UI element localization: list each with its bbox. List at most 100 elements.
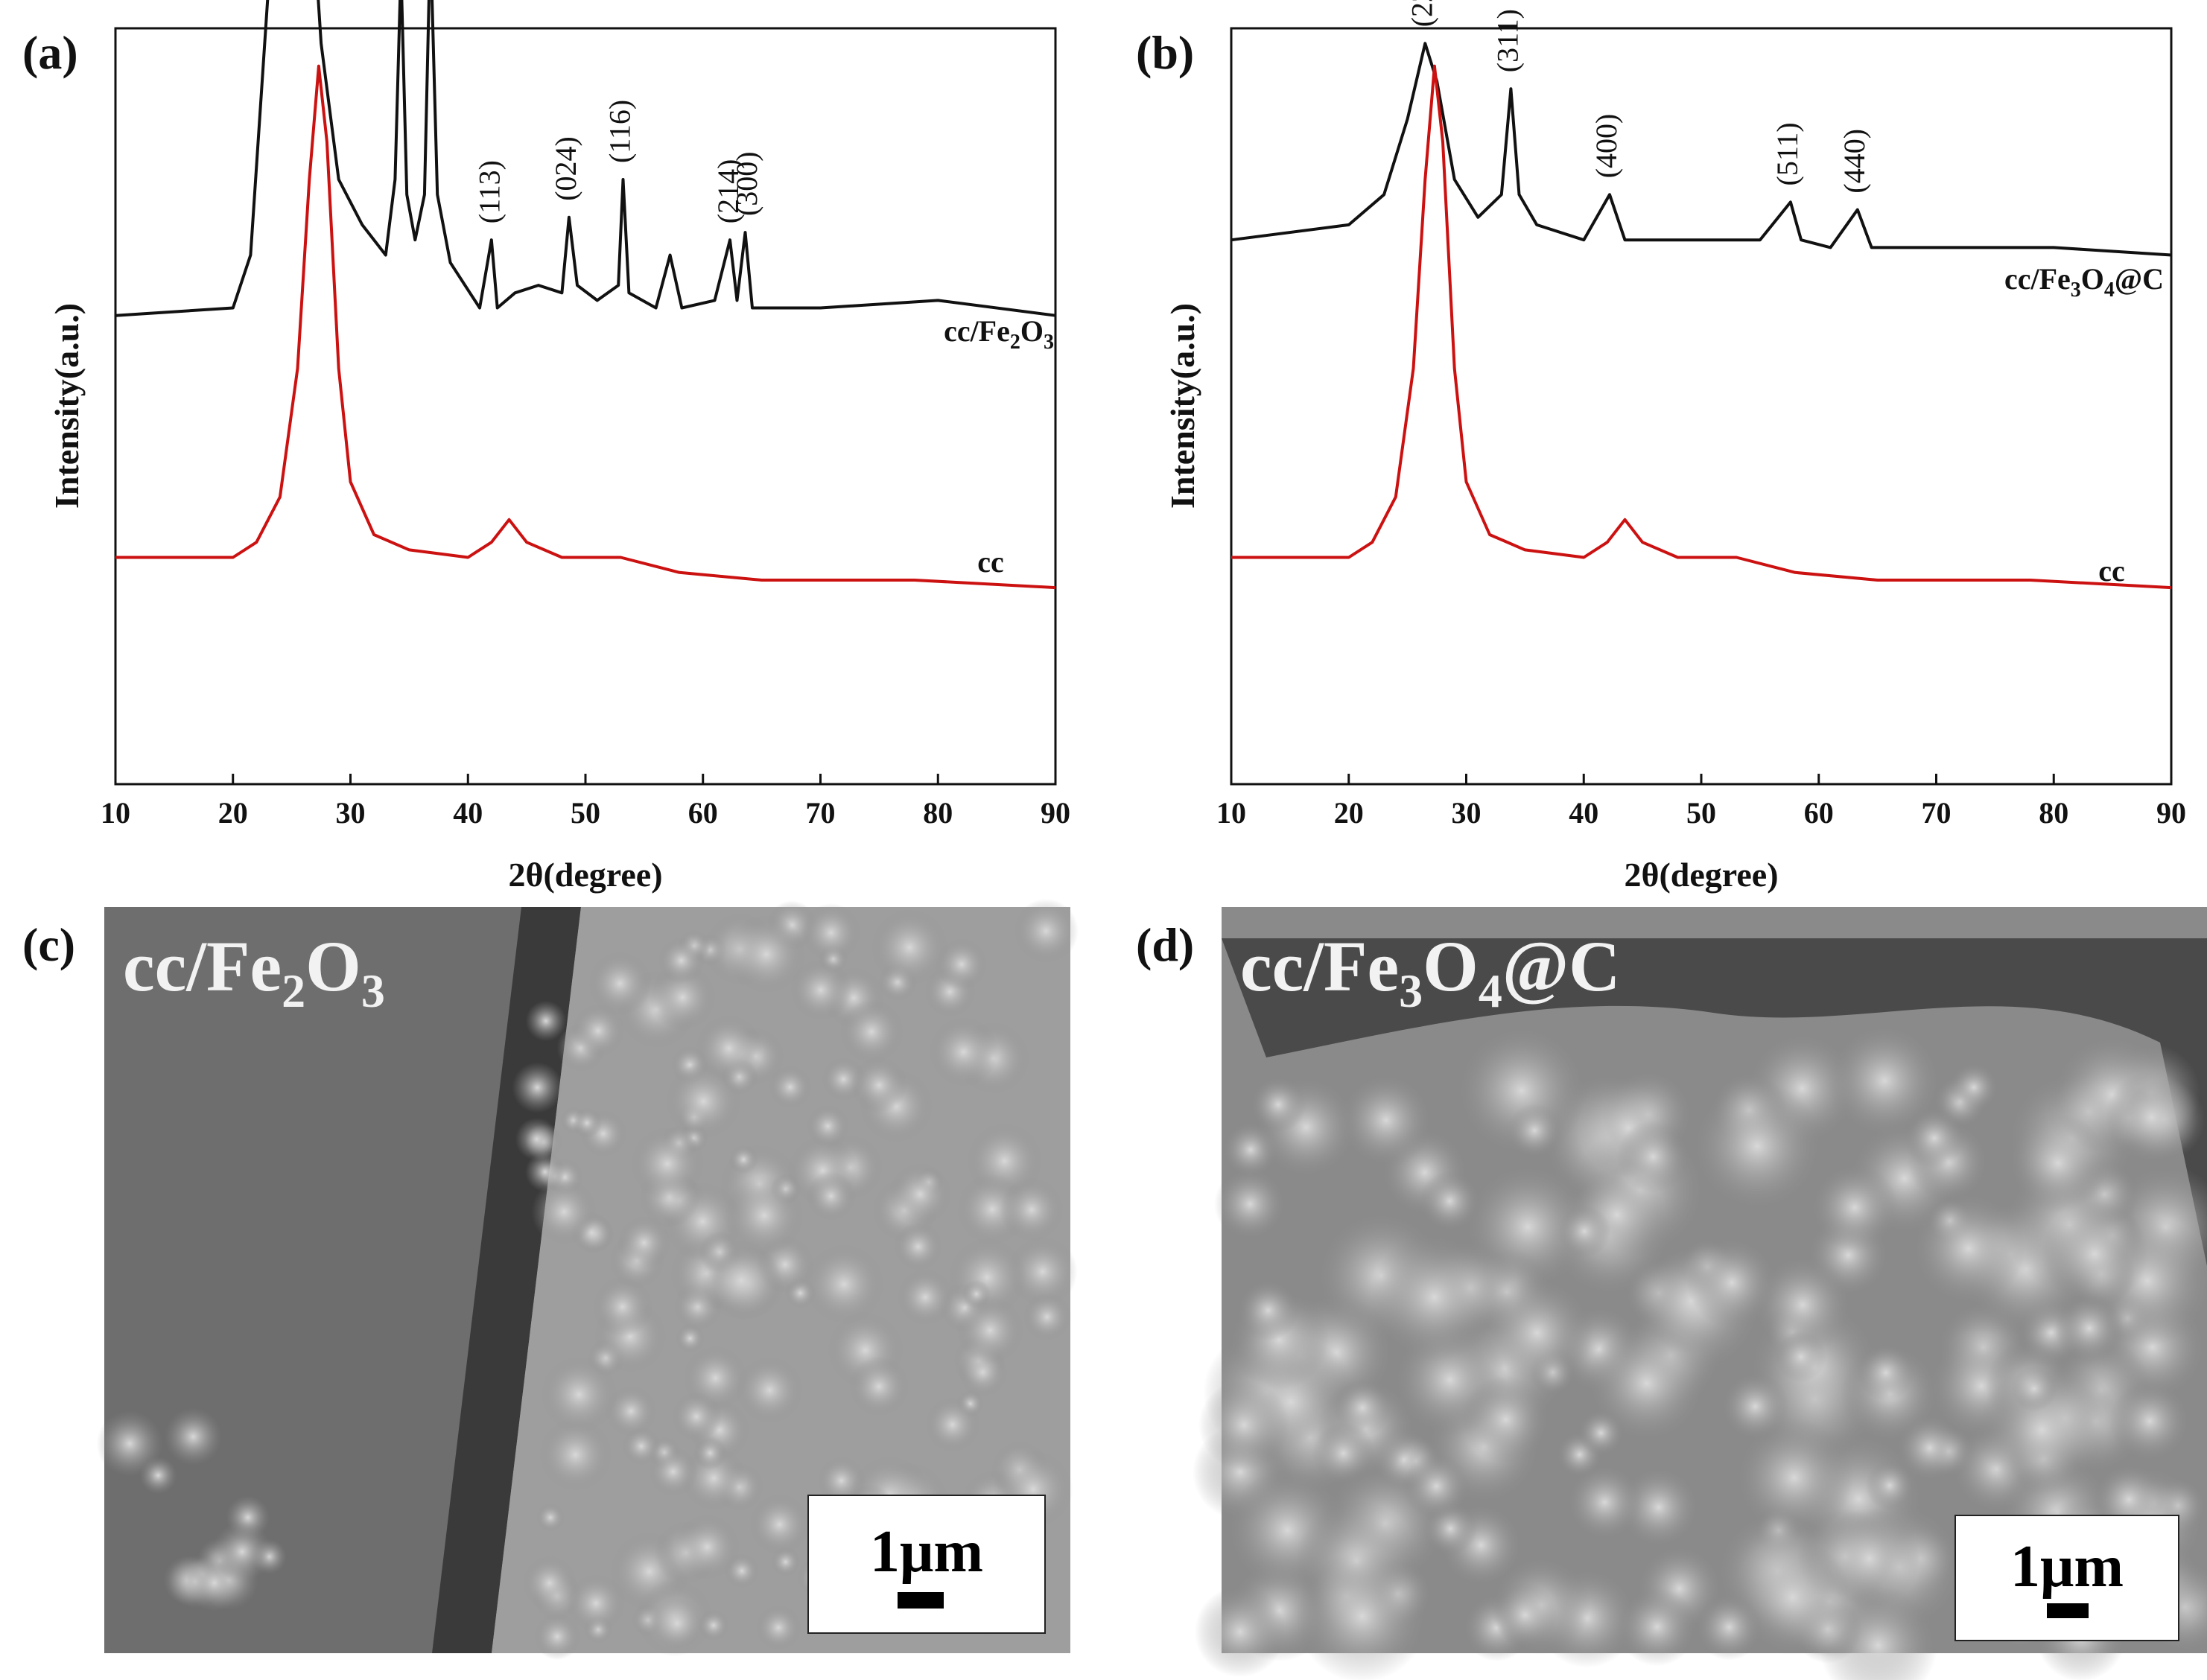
sem-c-scalebar (898, 1592, 944, 1609)
sem-particle (648, 1447, 698, 1497)
sem-particle (2008, 1113, 2108, 1213)
sem-particle (897, 1269, 954, 1326)
sem-particle (1312, 1422, 1375, 1485)
sem-image-c: cc/Fe2O3 1μm (96, 898, 1079, 1661)
chart-a-peak-label: (113) (473, 160, 507, 223)
sem-particle (889, 1162, 952, 1226)
chart-b-xtick-label: 20 (1334, 796, 1364, 830)
chart-a-peak-label: (024) (549, 136, 582, 201)
sem-particle (630, 1127, 705, 1201)
chart-a-xtick-label: 50 (571, 796, 600, 830)
sem-particle (1370, 1233, 1499, 1361)
sem-particle (567, 1574, 626, 1633)
chart-b-xtick-label: 10 (1216, 796, 1246, 830)
sem-particle (212, 1521, 273, 1582)
sem-particle (1753, 1256, 1852, 1355)
sem-particle (1296, 1550, 1429, 1680)
sem-particle (1493, 1582, 1557, 1647)
chart-a-xlabel: 2θ(degree) (508, 856, 662, 894)
sem-particle (1828, 1024, 1942, 1138)
sem-particle (1616, 1120, 1689, 1193)
chart-a-series-line-1 (115, 0, 1056, 317)
chart-a-xtick-label: 20 (218, 796, 248, 830)
sem-particle (1237, 1279, 1299, 1341)
sem-particle (2109, 1380, 2191, 1462)
sem-particle (525, 1152, 565, 1192)
chart-b-frame (1230, 27, 2173, 786)
sem-particle (671, 1391, 722, 1442)
sem-particle (956, 1296, 1024, 1364)
chart-b-xtick-label: 60 (1804, 796, 1834, 830)
sem-particle (698, 1609, 729, 1641)
chart-b-peak-label: (440) (1838, 129, 1871, 194)
sem-particle (571, 1004, 625, 1057)
chart-b-peak-label: (511) (1771, 122, 1804, 185)
sem-particle (522, 1556, 577, 1611)
sem-particle (512, 1062, 563, 1113)
sem-image-d: cc/Fe3O4@C 1μm (1193, 907, 2207, 1680)
sem-particle (1461, 1375, 1550, 1464)
sem-particle (1419, 1171, 1480, 1232)
xrd-chart-b: Intensity(a.u.) 2θ(degree) 10 20 30 40 50 60 7… (1163, 0, 2186, 894)
sem-particle (96, 1410, 163, 1477)
chart-b-series-line-1 (1230, 42, 2172, 257)
chart-b-xtick-label: 70 (1922, 796, 1952, 830)
sem-d-scalebar (2047, 1603, 2089, 1618)
panel-label-b: (b) (1136, 26, 1194, 79)
chart-b-xtick-label: 30 (1452, 796, 1482, 830)
sem-particle (651, 1597, 703, 1649)
sem-particle (1949, 1063, 1998, 1113)
sem-particle (924, 1396, 981, 1453)
sem-particle (1587, 1323, 1706, 1442)
sem-particle (871, 909, 948, 987)
sem-particle (851, 1057, 908, 1114)
chart-a-peak-label: (300) (730, 151, 763, 216)
sem-particle (1333, 1378, 1391, 1437)
sem-particle (622, 1427, 661, 1466)
chart-b-xtick-label: 50 (1686, 796, 1716, 830)
sem-particle (804, 1244, 885, 1325)
sem-particle (515, 1117, 559, 1161)
sem-particle (1896, 1415, 1963, 1481)
sem-particle (139, 1457, 177, 1495)
sem-particle (1250, 1076, 1306, 1133)
chart-a-ylabel: Intensity(a.u.) (48, 303, 86, 509)
sem-particle (539, 1418, 612, 1492)
sem-d-dark-void (1222, 938, 2207, 1266)
sem-particle (592, 1276, 653, 1337)
chart-b-xlabel: 2θ(degree) (1624, 856, 1778, 894)
sem-particle (755, 1605, 801, 1651)
sem-particle (1558, 1205, 1611, 1258)
sem-particle (936, 938, 988, 990)
sem-particle (1007, 1236, 1078, 1307)
sem-particle (1978, 1366, 2106, 1494)
sem-particle (674, 1514, 740, 1580)
sem-particle (1857, 1344, 1915, 1401)
sem-c-scale-text: 1μm (870, 1519, 983, 1585)
sem-particle (1013, 898, 1079, 964)
sem-particle (617, 1215, 671, 1270)
sem-particle (1339, 1073, 1433, 1167)
chart-b-peak-label: (311) (1491, 9, 1525, 72)
sem-particle (1214, 1168, 1286, 1241)
sem-particle (665, 1063, 742, 1140)
sem-particle (533, 1613, 581, 1661)
sem-particle (839, 999, 904, 1064)
chart-b-series-label-1: cc/Fe3O4@C (2004, 262, 2164, 302)
sem-particle (1023, 1293, 1072, 1341)
sem-particle (676, 1323, 705, 1353)
chart-a-peak-label: (214) (711, 159, 745, 224)
chart-a-xtick-label: 40 (453, 796, 483, 830)
sem-particle (1686, 1237, 1777, 1329)
chart-a-xtick-label: 70 (806, 796, 836, 830)
sem-particle (588, 951, 652, 1016)
chart-b-peak-label: (400) (1590, 114, 1623, 179)
sem-particle (736, 1356, 804, 1424)
sem-particle (801, 903, 861, 962)
panel-label-c: (c) (22, 918, 75, 971)
sem-particle (790, 959, 852, 1021)
sem-particle (724, 1175, 804, 1256)
sem-particle (1865, 1461, 1914, 1510)
chart-a-series-label-1: cc/Fe2O3 (944, 314, 1054, 354)
